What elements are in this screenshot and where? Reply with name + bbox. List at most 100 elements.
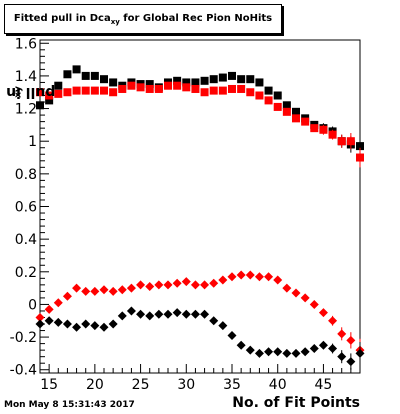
data-point [246,75,255,84]
data-point [173,76,182,85]
data-point [72,322,82,332]
data-point [163,280,173,290]
data-point [62,291,72,301]
data-point [190,280,200,290]
data-point [227,272,237,282]
data-point [228,71,236,80]
data-point [181,277,191,287]
data-point [264,96,273,105]
data-point [117,311,127,321]
data-point [246,88,255,97]
data-point [318,340,328,350]
data-point [200,76,209,85]
data-point [273,91,282,100]
x-tick-label: 45 [315,377,333,393]
data-point [118,84,127,93]
data-point [301,117,310,126]
x-tick-label: 15 [40,377,58,393]
y-tick-label: 1.4 [15,69,37,85]
data-point [90,286,100,296]
data-point [218,275,228,285]
data-point [173,81,182,90]
data-point [72,283,82,293]
data-point [309,344,319,354]
data-point [100,75,108,84]
data-point [164,81,172,90]
data-point [62,319,72,329]
data-point [182,78,191,87]
data-point [328,130,337,139]
data-point [163,309,173,319]
data-point [200,280,210,290]
data-point [319,125,328,134]
data-point [337,137,346,146]
data-point [218,321,228,331]
data-point [154,309,164,319]
data-point [172,308,182,318]
data-point [53,317,63,327]
x-tick-label: 30 [177,377,195,393]
series-4 [35,306,365,370]
data-point [63,70,72,79]
data-point [236,340,246,350]
data-point [44,304,54,314]
title-box: Fitted pull in Dcaxy for Global Rec Pion… [4,4,282,34]
data-point [209,75,218,84]
series-3 [35,270,365,362]
x-tick-label: 40 [269,377,287,393]
data-point [264,86,273,95]
data-point [36,88,44,97]
data-point [337,329,347,339]
data-point [346,137,355,146]
y-axis-title: pull in Dcaxy [0,84,56,101]
data-point [54,81,63,90]
chart-title: Fitted pull in Dcaxy for Global Rec Pion… [13,13,273,26]
data-point [181,309,191,319]
data-point [63,88,72,97]
y-tick-label: 0 [28,297,37,313]
data-point [191,84,200,93]
data-point [328,344,338,354]
data-point [100,86,108,95]
data-point [81,319,91,329]
timestamp: Mon May 8 15:31:43 2017 [4,400,135,410]
data-point [273,275,283,285]
data-point [346,357,356,367]
y-tick-label: 0.6 [15,200,37,216]
data-point [145,281,155,291]
data-point [81,71,90,80]
x-tick-label: 25 [132,377,150,393]
data-point [145,80,154,89]
data-point [282,348,292,358]
data-point [36,101,44,110]
data-point [99,322,109,332]
series-1 [36,65,364,156]
data-point [209,278,219,288]
data-point [109,88,118,97]
data-point [255,78,264,87]
data-point [209,316,219,326]
data-point [282,107,291,116]
data-point [273,102,282,111]
data-point [227,330,237,340]
data-point [328,316,338,326]
data-point [282,283,292,293]
data-point [291,288,301,298]
y-tick-label: 1.2 [15,102,37,118]
data-series [35,65,365,370]
data-point [117,285,127,295]
data-point [108,319,118,329]
data-point [356,142,364,151]
data-point [81,286,91,296]
y-tick-label: 0.8 [15,167,37,183]
y-tick-label: 0.4 [15,232,37,248]
y-tick-label: 1 [28,134,37,150]
data-point [72,65,81,74]
data-point [136,83,145,92]
data-point [126,283,136,293]
data-point [45,91,54,100]
x-axis-title: No. of Fit Points [232,395,360,411]
data-point [90,86,99,95]
data-point [200,309,210,319]
